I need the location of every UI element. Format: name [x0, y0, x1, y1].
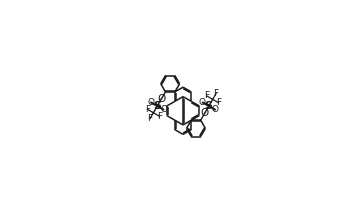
- Text: F: F: [147, 114, 152, 123]
- Text: S: S: [153, 101, 161, 111]
- Text: F: F: [204, 92, 209, 100]
- Text: F: F: [214, 89, 219, 98]
- Text: O: O: [148, 98, 155, 107]
- Text: F: F: [145, 105, 150, 114]
- Text: S: S: [205, 101, 213, 111]
- Text: O: O: [160, 105, 167, 114]
- Text: O: O: [157, 94, 165, 104]
- Text: F: F: [157, 112, 162, 121]
- Text: O: O: [201, 108, 209, 118]
- Text: O: O: [211, 105, 218, 114]
- Text: F: F: [216, 98, 221, 107]
- Text: O: O: [199, 98, 206, 107]
